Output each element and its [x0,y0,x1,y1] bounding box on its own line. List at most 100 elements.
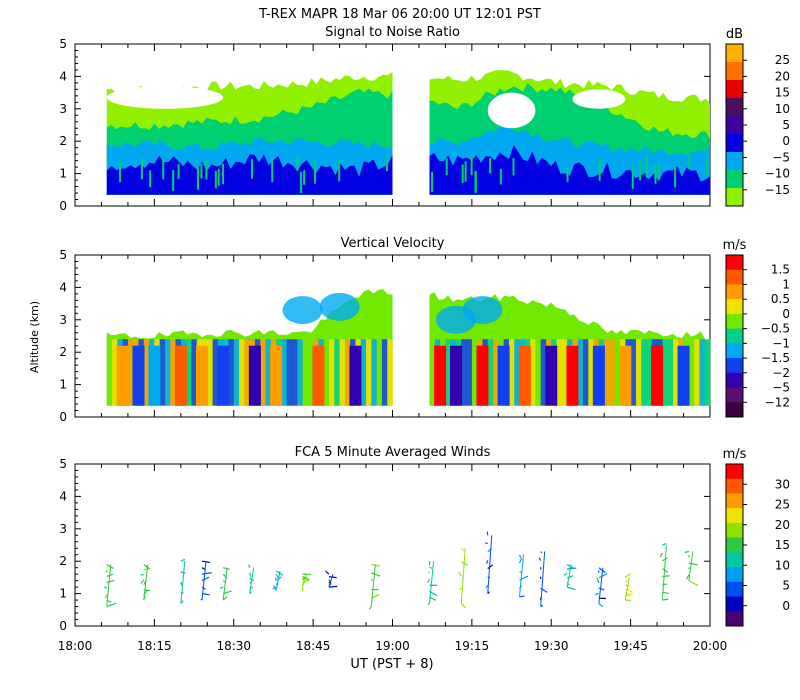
wind-barb [302,575,310,581]
snr-streak [705,158,708,175]
y-tick-label: 2 [59,345,67,359]
x-tick-label: 19:30 [534,639,569,653]
vv-column [704,339,711,406]
vv-column [381,339,388,406]
snr-streak [445,158,448,176]
wind-profile [200,560,212,601]
colorbar-tick-label: −1 [772,336,790,350]
wind-barb [662,542,667,546]
vv-column [667,339,674,406]
wind-shaft [370,564,376,607]
wind-profile [518,554,529,598]
vv-column [635,339,642,406]
wind-barb [460,602,466,609]
snr-streak [688,155,691,170]
wind-barb [459,587,462,590]
snr-streak [566,166,569,183]
vv-column [493,339,499,406]
wind-profile [485,531,494,594]
vv-strong-column [518,345,531,406]
colorbar-tick-label: 0 [782,599,790,613]
colorbar-tick-label: 25 [775,498,790,512]
wind-barb [201,576,210,582]
wind-barb [143,563,150,570]
vv-strong-column [677,345,690,406]
vv-column [334,339,340,406]
vv-column [699,339,706,406]
wind-barb [662,568,669,573]
vv-strong-column [116,345,129,406]
wind-barb [222,590,232,595]
vv-column [360,339,367,406]
wind-barb [625,588,633,593]
wind-profile [458,547,469,609]
vv-strong-column [174,345,187,406]
panel-title: Vertical Velocity [341,236,445,251]
colorbar-tick-label: −0.5 [761,322,790,336]
snr-streak [598,157,601,181]
y-tick-label: 4 [59,69,67,83]
snr-streak [385,154,388,172]
snr-streak [314,159,317,184]
y-tick-label: 4 [59,489,67,503]
snr-streak [217,168,220,186]
colorbar-swatch [726,581,743,598]
colorbar-tick-label: −12 [765,395,790,409]
colorbar-tick-label: −2 [772,366,790,380]
wind-barb [688,562,698,566]
wind-barb [180,571,186,574]
vv-column [291,339,298,406]
wind-profile [219,567,232,601]
y-tick-label: 3 [59,522,67,536]
vv-strong-column [434,345,447,406]
vv-strong-column [196,345,208,406]
colorbar-swatch [726,552,743,568]
x-tick-label: 18:00 [58,639,93,653]
wind-barb [371,593,380,599]
wind-profile [301,573,312,592]
vv-column [646,339,653,406]
vv-upper-blob [282,296,323,325]
colorbar-swatch [726,188,743,207]
wind-profile [427,561,438,606]
vv-strong-column [619,345,632,406]
wind-barb [248,564,251,568]
wind-barb [370,578,373,582]
snr-streak [631,165,634,189]
vv-column [445,339,452,406]
colorbar-tick-label: 10 [775,558,790,572]
wind-profile [624,573,633,601]
colorbar-tick-label: 0 [782,307,790,321]
snr-streak [461,164,464,183]
snr-streak [222,163,225,185]
snr-streak [303,170,306,185]
wind-barb [566,575,574,579]
x-tick-label: 18:30 [216,639,251,653]
snr-streak [149,170,152,188]
wind-barb [487,564,494,570]
y-tick-label: 5 [59,37,67,51]
wind-barb [686,574,690,580]
colorbar-swatch [726,402,743,418]
wind-shaft [180,561,186,604]
wind-barb [201,586,206,590]
vv-strong-column [132,345,145,406]
snr-streak [658,162,661,180]
vv-strong-column [497,345,510,406]
wind-shaft [624,577,630,601]
vv-column [244,339,251,406]
vv-column [339,339,346,406]
wind-shaft [688,551,694,581]
colorbar-swatch [726,343,743,359]
vv-strong-column [248,345,261,406]
vv-column [228,339,235,406]
wind-barb [485,584,489,589]
vv-column [662,339,669,406]
wind-barb [540,551,543,554]
panel-title: FCA 5 Minute Averaged Winds [295,445,491,460]
figure-title: T-REX MAPR 18 Mar 06 20:00 UT 12:01 PST [258,7,541,22]
x-tick-label: 18:15 [137,639,172,653]
vv-column [239,339,245,406]
y-tick-label: 1 [59,167,67,181]
snr-streak [300,171,303,194]
